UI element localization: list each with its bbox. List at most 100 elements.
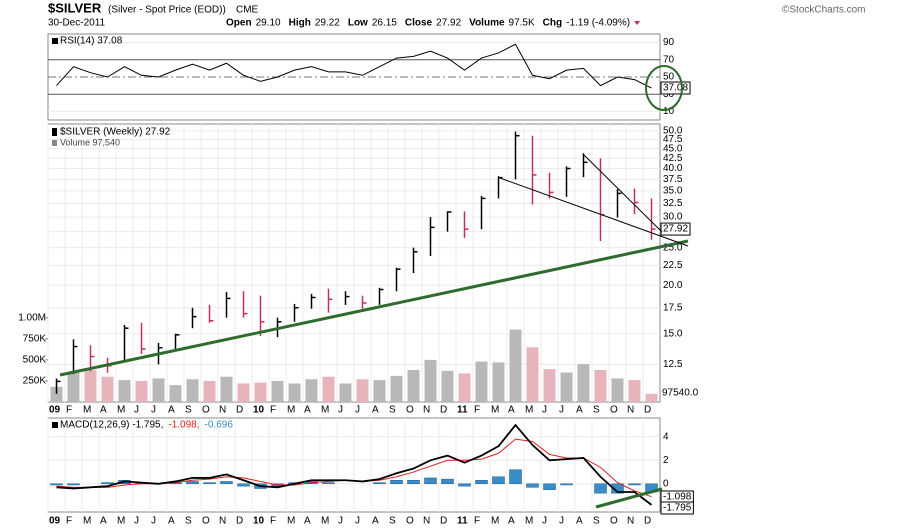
histogram-bar bbox=[543, 483, 556, 490]
legend-entry: $SILVER (Weekly) 27.92 bbox=[60, 127, 171, 138]
histogram-bar bbox=[424, 477, 437, 485]
legend-entry: -1.098, bbox=[168, 420, 199, 431]
quote-label: High bbox=[289, 18, 311, 29]
x-tick-label: A bbox=[576, 516, 583, 527]
legend-swatch bbox=[52, 140, 57, 146]
quote-value: 27.92 bbox=[436, 18, 461, 29]
x-tick-label: M bbox=[83, 516, 91, 527]
legend-swatch bbox=[52, 422, 58, 428]
x-tick-label: O bbox=[202, 516, 210, 527]
x-tick-label: M bbox=[321, 516, 329, 527]
y-tick-label: 50.0 bbox=[663, 126, 683, 137]
volume-bar bbox=[526, 347, 539, 402]
y-tick-label: 15.0 bbox=[663, 328, 683, 339]
volume-bar bbox=[475, 361, 488, 402]
down-arrow bbox=[634, 21, 641, 25]
volume-bar bbox=[305, 379, 318, 402]
histogram-bar bbox=[322, 482, 335, 485]
x-tick-label: A bbox=[372, 516, 379, 527]
histogram-bar bbox=[509, 469, 522, 485]
symbol: $SILVER bbox=[48, 0, 102, 15]
volume-bar bbox=[67, 372, 80, 402]
histogram-bar bbox=[560, 483, 573, 486]
x-tick-label: J bbox=[151, 516, 156, 527]
x-tick-label: A bbox=[100, 516, 107, 527]
volume-bar bbox=[84, 369, 97, 402]
y-tick-label: 10 bbox=[663, 106, 675, 117]
quote-value: 29.22 bbox=[315, 18, 340, 29]
trendline bbox=[499, 177, 689, 247]
x-tick-label: F bbox=[66, 516, 72, 527]
volume-bar bbox=[169, 385, 182, 402]
volume-bar bbox=[356, 379, 369, 402]
volume-bar bbox=[577, 364, 590, 402]
last-macd-label: -1.795 bbox=[663, 503, 692, 514]
x-tick-label: 09 bbox=[49, 405, 61, 416]
x-tick-label: O bbox=[406, 405, 414, 416]
series-line bbox=[56, 423, 653, 506]
credit: ©StockCharts.com bbox=[782, 5, 866, 16]
histogram-bar bbox=[373, 482, 386, 485]
volume-bar bbox=[424, 359, 437, 402]
x-tick-label: F bbox=[474, 405, 480, 416]
x-tick-label: N bbox=[627, 516, 634, 527]
x-tick-label: A bbox=[168, 405, 175, 416]
x-tick-label: A bbox=[100, 405, 107, 416]
histogram-bar bbox=[628, 483, 641, 486]
volume-tick-label: 1.00M bbox=[18, 312, 46, 323]
quote-label: Volume bbox=[469, 18, 505, 29]
histogram-bar bbox=[407, 480, 420, 485]
x-tick-label: 10 bbox=[253, 405, 265, 416]
x-tick-label: J bbox=[542, 405, 547, 416]
x-tick-label: D bbox=[440, 405, 447, 416]
last-value-label: 37.08 bbox=[663, 83, 688, 94]
volume-bar bbox=[118, 380, 131, 402]
histogram-bar bbox=[441, 478, 454, 485]
x-tick-label: M bbox=[491, 516, 499, 527]
volume-bar bbox=[237, 383, 250, 402]
x-tick-label: N bbox=[627, 405, 634, 416]
histogram-bar bbox=[458, 483, 471, 487]
y-tick-label: 47.5 bbox=[663, 134, 683, 145]
y-tick-label: 50 bbox=[663, 72, 675, 83]
quote-label: Chg bbox=[543, 18, 562, 29]
y-tick-label: 12.5 bbox=[663, 359, 683, 370]
x-tick-label: N bbox=[219, 405, 226, 416]
volume-bar bbox=[407, 369, 420, 402]
y-tick-label: 35.0 bbox=[663, 186, 683, 197]
histogram-bar bbox=[220, 481, 233, 485]
volume-bar bbox=[611, 378, 624, 402]
x-tick-label: S bbox=[185, 405, 192, 416]
y-tick-label: 25.0 bbox=[663, 242, 683, 253]
x-tick-label: M bbox=[117, 405, 125, 416]
y-tick-label: 0 bbox=[663, 478, 669, 489]
x-tick-label: 10 bbox=[253, 516, 265, 527]
x-tick-label: M bbox=[117, 516, 125, 527]
histogram-bar bbox=[594, 483, 607, 494]
quote-label: Open bbox=[226, 18, 252, 29]
x-tick-label: D bbox=[236, 405, 243, 416]
x-tick-label: A bbox=[576, 405, 583, 416]
x-tick-label: J bbox=[338, 516, 343, 527]
legend-swatch bbox=[52, 128, 57, 136]
x-tick-label: 11 bbox=[457, 516, 468, 527]
x-tick-label: J bbox=[355, 405, 360, 416]
x-tick-label: 09 bbox=[49, 516, 61, 527]
x-tick-label: M bbox=[83, 405, 91, 416]
volume-bar bbox=[390, 375, 403, 402]
quote-value: 26.15 bbox=[372, 18, 397, 29]
y-tick-label: 37.5 bbox=[663, 174, 683, 185]
x-tick-label: J bbox=[542, 516, 547, 527]
x-tick-label: M bbox=[287, 516, 295, 527]
support-trendline bbox=[59, 239, 689, 377]
volume-bar bbox=[441, 370, 454, 402]
x-tick-label: J bbox=[559, 405, 564, 416]
volume-bar bbox=[543, 369, 556, 402]
quote-label: Low bbox=[348, 18, 368, 29]
x-tick-label: D bbox=[644, 516, 651, 527]
histogram-bar bbox=[475, 480, 488, 485]
x-tick-label: S bbox=[389, 405, 396, 416]
x-tick-label: M bbox=[525, 405, 533, 416]
volume-bar bbox=[628, 380, 641, 402]
x-tick-label: S bbox=[593, 516, 600, 527]
